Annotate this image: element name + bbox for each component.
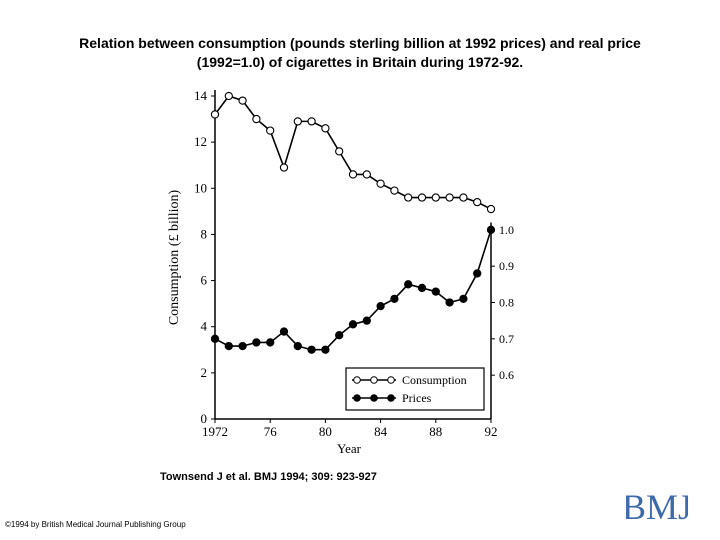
y-tick-label-left: 14 [194,88,208,103]
chart-title: Relation between consumption (pounds ste… [20,34,700,72]
x-tick-label: 84 [374,424,388,439]
x-tick-label: 1972 [202,424,228,439]
x-axis-label: Year [337,441,362,456]
y-tick-label-right: 0.6 [499,368,514,382]
title-line-2: (1992=1.0) of cigarettes in Britain duri… [196,54,524,70]
x-tick-label: 92 [485,424,498,439]
data-point-consumption [348,170,358,179]
x-tick-label: 76 [264,424,278,439]
x-tick-label: 88 [429,424,442,439]
legend-label-prices: Prices [402,391,432,405]
y-tick-label-right: 0.7 [499,332,514,346]
x-tick-label: 80 [319,424,332,439]
y-tick-label-right: 0.9 [499,259,514,273]
title-line-1: Relation between consumption (pounds ste… [79,35,641,51]
data-point-prices [224,341,233,351]
data-point-prices [362,316,371,325]
bmj-logo-text: BMJ [626,487,688,527]
data-point-consumption [404,193,413,202]
data-point-consumption [279,163,289,172]
data-point-prices [376,301,385,311]
data-point-consumption [224,91,233,101]
data-point-prices [445,298,454,307]
legend-marker-consumption [387,376,395,384]
legend-marker-prices [353,394,361,402]
data-point-consumption [417,193,427,202]
y-tick-label-left: 8 [201,226,208,241]
data-point-consumption [445,193,454,202]
data-point-prices [238,341,247,351]
data-point-prices [348,320,358,329]
legend-marker-consumption [353,376,361,384]
data-point-prices [473,269,482,278]
data-point-prices [417,283,427,293]
legend-marker-prices [387,394,395,402]
data-point-consumption [252,114,261,124]
y-tick-label-left: 6 [201,273,208,288]
y-tick-label-left: 12 [194,134,207,149]
copyright-text: ©1994 by British Medical Journal Publish… [5,520,186,529]
data-point-consumption [431,193,440,202]
data-point-consumption [362,170,371,179]
data-point-consumption [376,179,385,188]
legend-marker-consumption [370,376,378,384]
data-point-consumption [238,96,247,105]
data-point-prices [390,294,399,304]
data-point-prices [459,294,468,304]
line-chart: 0 2 4 6 8 10 12 14 0.6 0.7 0.8 0.9 1.0 1972 76 80 84 88 92… [167,88,547,456]
y-tick-label-left: 0 [201,411,208,426]
data-point-consumption [390,186,399,195]
data-point-prices [404,280,413,289]
series-line-consumption [214,95,492,210]
bmj-logo: BMJ [626,487,688,527]
data-point-prices [210,334,220,343]
y-tick-label-right: 1.0 [499,223,514,237]
y-tick-label-left: 10 [194,180,207,195]
data-point-prices [279,327,289,336]
y-axis-label-left: Consumption (£ billion) [167,189,182,325]
data-point-consumption [335,147,344,156]
data-point-consumption [321,124,330,133]
data-point-prices [307,345,316,354]
data-point-consumption [473,197,482,207]
legend-marker-prices [370,394,378,402]
data-point-prices [431,287,440,296]
data-point-prices [321,345,330,354]
data-point-consumption [307,117,316,126]
y-tick-label-right: 0.8 [499,295,514,309]
data-point-consumption [293,117,302,126]
data-point-consumption [459,193,468,202]
data-point-prices [293,341,302,351]
data-point-consumption [266,126,275,135]
data-point-prices [266,338,275,347]
y-tick-label-left: 2 [201,365,208,380]
chart-area: 0 2 4 6 8 10 12 14 0.6 0.7 0.8 0.9 1.0 1972 76 80 84 88 92… [158,80,547,470]
y-tick-label-left: 4 [201,319,208,334]
data-point-consumption [210,110,220,119]
legend-label-consumption: Consumption [402,373,467,387]
legend-box [345,367,485,411]
citation-caption: Townsend J et al. BMJ 1994; 309: 923-927 [160,471,377,483]
data-point-prices [335,331,344,340]
series-line-prices [214,229,492,351]
data-point-consumption [486,204,496,214]
data-point-prices [252,338,261,347]
data-point-prices [486,225,496,234]
